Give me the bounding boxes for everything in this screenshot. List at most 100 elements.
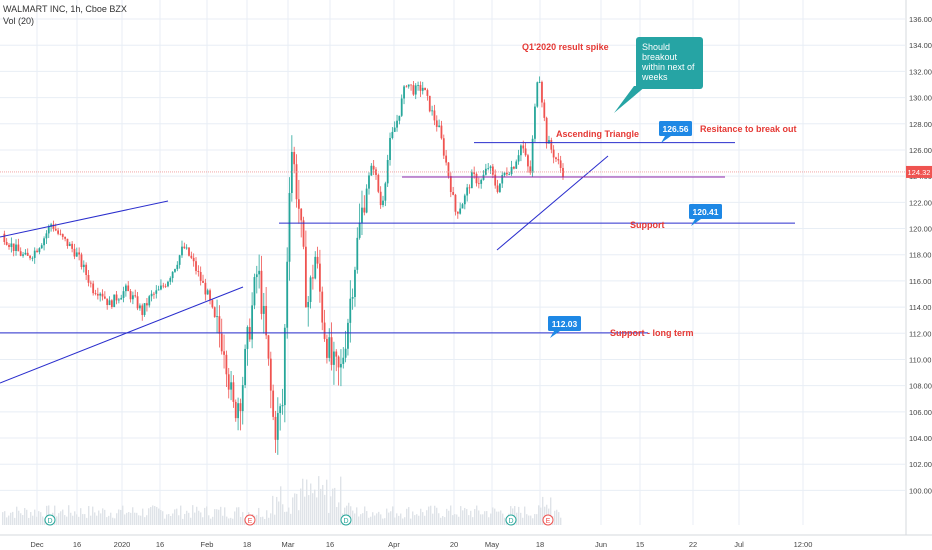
candle-body <box>316 256 319 264</box>
resistance-price-label[interactable] <box>659 121 692 136</box>
volume-bar <box>370 516 372 525</box>
volume-bar <box>312 493 314 525</box>
candle-body <box>120 297 123 300</box>
candle-body <box>192 257 195 262</box>
volume-bar <box>482 514 484 525</box>
volume-bar <box>400 513 402 525</box>
candle-body <box>314 256 317 279</box>
candle-body <box>382 200 384 206</box>
volume-bar <box>196 506 198 525</box>
volume-bar <box>474 509 476 525</box>
volume-legend[interactable]: Vol (20) <box>3 16 35 26</box>
volume-bar <box>182 518 184 525</box>
dividend-marker[interactable] <box>505 514 517 526</box>
volume-bar <box>326 479 328 525</box>
volume-bar <box>298 510 300 525</box>
candle-body <box>440 125 443 139</box>
candle-body <box>351 297 354 299</box>
volume-bar <box>144 517 146 525</box>
candle-body <box>234 401 237 419</box>
candle-body <box>400 98 403 116</box>
candle-body <box>75 252 78 257</box>
candle-body <box>419 85 422 91</box>
earnings-marker[interactable] <box>244 514 256 526</box>
support-long-term-label-pointer <box>550 331 560 338</box>
candle-body <box>484 168 487 175</box>
time-axis-tick: Mar <box>282 540 295 549</box>
candle-body <box>559 160 562 168</box>
candle-body <box>405 86 408 88</box>
callout-box[interactable] <box>636 37 703 89</box>
candle-body <box>206 290 209 295</box>
candle-body <box>414 85 417 95</box>
candle-body <box>293 152 296 165</box>
volume-bar <box>6 517 8 525</box>
candle-body <box>426 90 429 96</box>
candle-body <box>279 406 282 414</box>
candle-body <box>498 183 501 192</box>
volume-bar <box>420 508 422 525</box>
volume-bar <box>276 496 278 525</box>
volume-bar <box>164 518 166 525</box>
candle-body <box>468 187 471 189</box>
event-marker-label: D <box>343 518 348 525</box>
support-label-pointer <box>691 219 701 226</box>
volume-bar <box>466 509 468 525</box>
volume-bar <box>24 508 26 525</box>
earnings-marker[interactable] <box>542 514 554 526</box>
lower-trendline[interactable] <box>0 286 244 384</box>
callout-pointer <box>614 86 646 113</box>
candle-body <box>435 120 438 127</box>
candle-body <box>85 264 88 275</box>
dividend-marker[interactable] <box>340 514 352 526</box>
candle-body <box>26 252 29 256</box>
volume-bar <box>44 518 46 525</box>
candle-body <box>354 269 356 298</box>
candle-body <box>64 236 67 239</box>
candle-body <box>466 187 469 196</box>
volume-bar <box>360 514 362 525</box>
candle-body <box>87 274 90 283</box>
volume-bar <box>490 513 492 525</box>
support-long-term-price-label[interactable] <box>548 316 581 331</box>
resistance-caption: Resitance to break out <box>700 124 797 134</box>
candle-body <box>330 337 333 365</box>
volume-bar <box>176 508 178 525</box>
support-price-label[interactable] <box>689 204 722 219</box>
upper-trendline[interactable] <box>0 200 169 238</box>
support-caption: Support <box>630 220 665 230</box>
volume-bar <box>66 516 68 525</box>
candle-body <box>239 403 242 412</box>
candle-body <box>237 403 239 419</box>
volume-bar <box>380 514 382 525</box>
volume-bar <box>242 512 244 525</box>
candle-body <box>162 285 165 287</box>
volume-bar <box>158 508 160 525</box>
candle-body <box>94 293 97 294</box>
candle-body <box>304 246 307 308</box>
price-axis-tick: 134.00 <box>909 41 932 50</box>
candle-body <box>197 270 200 272</box>
candle-body <box>552 149 555 158</box>
callout-line: breakout <box>642 52 678 62</box>
candle-body <box>176 264 179 270</box>
volume-bar <box>496 511 498 525</box>
dividend-marker[interactable] <box>44 514 56 526</box>
volume-bar <box>118 509 120 525</box>
symbol-legend[interactable]: WALMART INC, 1h, Cboe BZX <box>3 4 127 14</box>
volume-bar <box>492 507 494 525</box>
candle-body <box>218 316 221 334</box>
volume-bar <box>452 515 454 525</box>
candle-body <box>127 285 130 292</box>
candle-body <box>124 285 127 292</box>
volume-bar <box>140 515 142 525</box>
volume-bar <box>504 517 506 525</box>
triangle-rising-support[interactable] <box>496 155 609 251</box>
candle-body <box>328 337 331 358</box>
price-axis-tick: 112.00 <box>909 329 931 338</box>
time-axis-tick: Feb <box>201 540 214 549</box>
candle-body <box>319 263 321 292</box>
current-price-tag[interactable] <box>906 165 932 178</box>
